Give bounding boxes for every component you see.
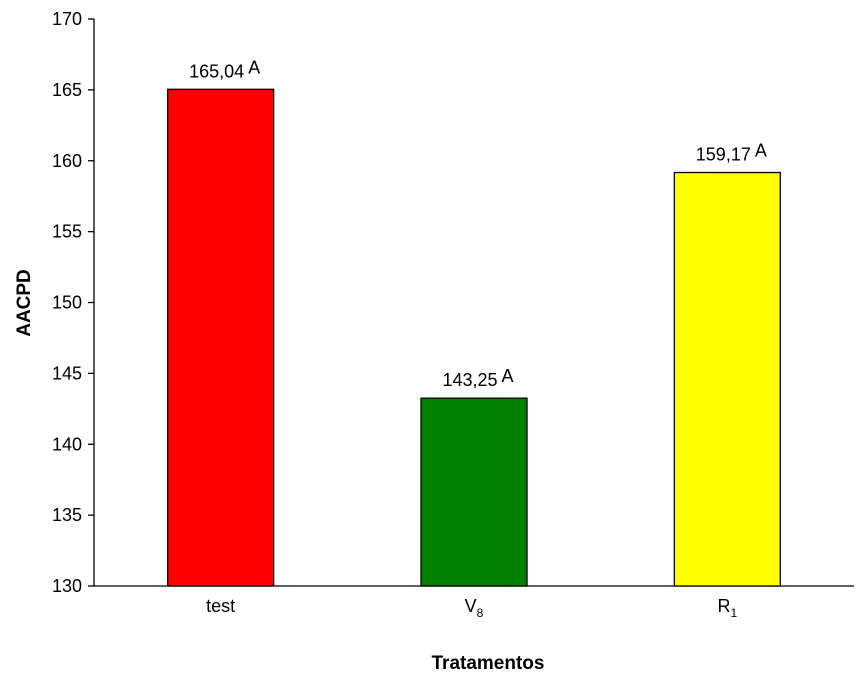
x-tick-label: test: [206, 596, 235, 616]
y-tick-label: 145: [52, 363, 82, 383]
data-label: 143,25 A: [442, 366, 513, 390]
y-tick-label: 155: [52, 222, 82, 242]
x-tick-label: R1: [717, 596, 737, 620]
y-tick-label: 150: [52, 293, 82, 313]
bar: [167, 88, 275, 587]
x-axis-title: Tratamentos: [432, 653, 545, 674]
bars-group: [167, 88, 781, 587]
data-label: 159,17 A: [696, 141, 767, 165]
y-tick-label: 140: [52, 434, 82, 454]
y-tick-label: 160: [52, 151, 82, 171]
labels-group: test 165,04 A V8 143,25 A R1 159,17 A: [189, 57, 767, 620]
data-label: 165,04 A: [189, 57, 260, 81]
bar: [673, 171, 781, 587]
y-axis-title: AACPD: [14, 269, 35, 337]
y-tick-label: 130: [52, 576, 82, 596]
y-tick-label: 135: [52, 505, 82, 525]
y-tick-label: 170: [52, 9, 82, 29]
bar: [420, 397, 528, 587]
y-tick-label: 165: [52, 80, 82, 100]
x-tick-label: V8: [465, 596, 484, 620]
